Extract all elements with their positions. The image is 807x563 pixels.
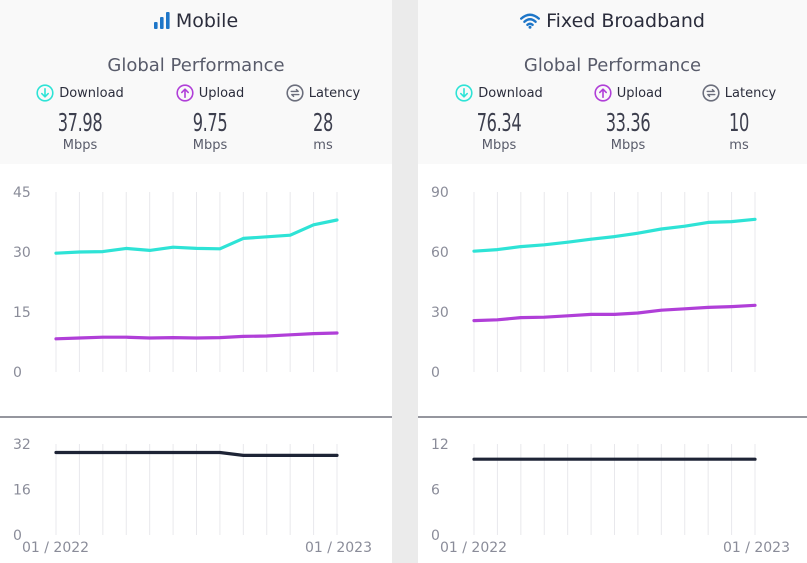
series-line-latency — [54, 450, 339, 457]
latency-unit: ms — [313, 138, 333, 153]
upload-icon — [594, 84, 612, 102]
latency-label: Latency — [724, 85, 777, 101]
mobile-title-text: Mobile — [175, 10, 239, 32]
y-tick-label: 90 — [431, 185, 449, 201]
download-label: Download — [478, 85, 543, 101]
y-tick-label: 15 — [13, 305, 31, 321]
latency-tick-label: 0 — [13, 528, 22, 544]
series-line-download — [472, 217, 757, 253]
upload-label: Upload — [198, 85, 245, 101]
mobile-title: Mobile — [0, 10, 392, 34]
latency-tick-label: 6 — [431, 483, 440, 499]
fixed-title: Fixed Broadband — [418, 10, 807, 34]
latency-label: Latency — [308, 85, 361, 101]
latency-value: 10 — [729, 108, 749, 137]
y-tick-label: 0 — [13, 365, 22, 381]
latency-tick-label: 32 — [13, 437, 31, 453]
mobile-latency-metric: Latency 28 ms — [278, 84, 368, 153]
upload-value: 33.36 — [605, 108, 651, 137]
download-icon — [36, 84, 54, 102]
upload-unit: Mbps — [192, 138, 228, 153]
y-tick-label: 0 — [431, 365, 440, 381]
mobile-subtitle: Global Performance — [107, 55, 285, 76]
signal-bars-icon — [153, 12, 170, 34]
fixed-broadband-panel: Fixed Broadband Global Performance Downl… — [418, 0, 807, 563]
upload-unit: Mbps — [610, 138, 646, 153]
latency-tick-label: 0 — [431, 528, 440, 544]
download-label: Download — [59, 85, 124, 101]
y-tick-label: 45 — [13, 185, 31, 201]
x-tick-label: 01 / 2022 — [440, 540, 507, 556]
fixed-subtitle: Global Performance — [523, 55, 702, 76]
latency-icon — [702, 84, 720, 102]
fixed-header: Fixed Broadband Global Performance Downl… — [418, 0, 807, 164]
download-icon — [455, 84, 473, 102]
wifi-icon — [520, 12, 541, 34]
latency-value: 28 — [313, 108, 333, 137]
series-line-upload — [54, 331, 339, 341]
mobile-panel: Mobile Global Performance Download 37.98… — [0, 0, 392, 563]
download-value: 37.98 — [57, 108, 103, 137]
upload-value: 9.75 — [192, 108, 228, 137]
fixed-upload-metric: Upload 33.36 Mbps — [578, 84, 678, 153]
y-tick-label: 30 — [13, 245, 31, 261]
download-value: 76.34 — [476, 108, 522, 137]
download-unit: Mbps — [481, 138, 517, 153]
mobile-download-metric: Download 37.98 Mbps — [30, 84, 130, 153]
upload-label: Upload — [616, 85, 663, 101]
mobile-header: Mobile Global Performance Download 37.98… — [0, 0, 392, 164]
series-line-upload — [472, 303, 757, 323]
upload-icon — [176, 84, 194, 102]
y-tick-label: 30 — [431, 305, 449, 321]
latency-icon — [286, 84, 304, 102]
mobile-upload-metric: Upload 9.75 Mbps — [160, 84, 260, 153]
fixed-title-text: Fixed Broadband — [546, 10, 705, 32]
x-tick-label: 01 / 2022 — [22, 540, 89, 556]
fixed-download-metric: Download 76.34 Mbps — [449, 84, 549, 153]
y-tick-label: 60 — [431, 245, 449, 261]
latency-tick-label: 16 — [13, 483, 31, 499]
download-unit: Mbps — [62, 138, 98, 153]
x-tick-label: 01 / 2023 — [305, 540, 372, 556]
fixed-latency-metric: Latency 10 ms — [694, 84, 784, 153]
series-line-download — [54, 218, 339, 255]
x-tick-label: 01 / 2023 — [723, 540, 790, 556]
latency-unit: ms — [729, 138, 749, 153]
latency-tick-label: 12 — [431, 437, 449, 453]
